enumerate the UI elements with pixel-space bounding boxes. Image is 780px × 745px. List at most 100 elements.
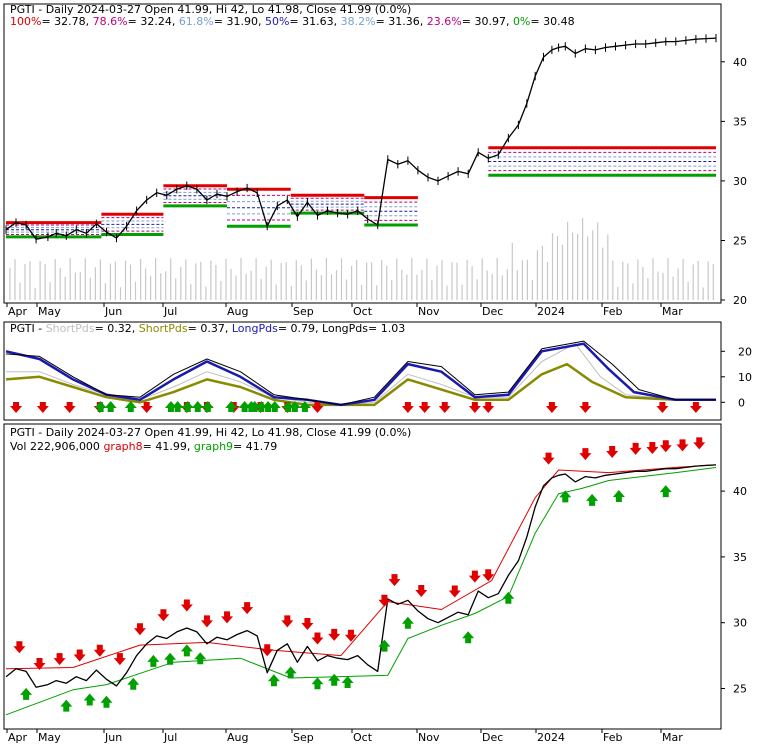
buy-arrow	[20, 687, 33, 700]
x-tick-label-signal: Oct	[353, 731, 373, 744]
volume-bar	[697, 260, 699, 300]
x-tick-label-signal: 2024	[537, 731, 565, 744]
shortpds-1-label: ShortPds	[46, 322, 95, 335]
osc-down-arrow	[545, 402, 558, 413]
longpds-2-label: LongPds	[322, 322, 368, 335]
volume-bar	[64, 276, 66, 300]
volume-bar	[421, 269, 423, 300]
osc-down-arrow	[579, 402, 592, 413]
sell-arrow	[468, 570, 481, 583]
buy-arrow	[60, 699, 73, 712]
volume-bar	[180, 266, 182, 300]
volume-bar	[134, 281, 137, 300]
volume-bar	[506, 269, 508, 300]
volume-bar	[466, 259, 468, 300]
volume-bar	[546, 262, 549, 300]
osc-down-arrow	[468, 402, 481, 413]
volume-bar	[361, 285, 363, 300]
sell-arrow	[113, 653, 126, 666]
volume-bar	[371, 262, 373, 300]
volume-bar	[652, 258, 654, 300]
buy-arrow	[284, 666, 297, 679]
volume-bar	[205, 286, 207, 300]
volume-bar	[501, 275, 503, 300]
osc-up-arrow	[201, 401, 214, 412]
fib-0-label: 0%	[513, 15, 530, 28]
volume-bar	[622, 261, 624, 300]
volume-bar	[556, 236, 559, 300]
signal-arrows	[13, 437, 706, 712]
volume-bar	[129, 264, 132, 300]
y-tick-label-signal: 40	[733, 485, 747, 498]
volume-bar	[401, 270, 403, 300]
volume-bar	[84, 258, 86, 300]
volume-bar	[376, 285, 378, 300]
osc-up-arrow	[268, 401, 281, 412]
price-panel-title: PGTI - Daily 2024-03-27 Open 41.99, Hi 4…	[10, 3, 411, 16]
volume-bar	[436, 265, 438, 300]
sell-arrow	[13, 641, 26, 654]
signal-price-line	[5, 464, 717, 688]
y-tick-label-price: 30	[733, 175, 747, 188]
volume-bar	[446, 285, 448, 300]
volume-bar	[170, 258, 172, 300]
volume-bar	[29, 261, 31, 300]
buy-arrow	[502, 591, 515, 604]
volume-bar	[406, 274, 408, 300]
osc-down-arrow	[482, 402, 495, 413]
fib-618-value: = 31.90,	[214, 15, 262, 28]
sell-arrow	[606, 445, 619, 458]
sell-arrow	[646, 442, 659, 455]
volume-bar	[592, 230, 594, 300]
sell-arrow	[301, 617, 314, 630]
fib-786-label: 78.6%	[93, 15, 128, 28]
osc-down-arrow	[656, 402, 669, 413]
volume-bar	[34, 287, 36, 300]
buy-arrow	[311, 677, 324, 690]
sell-arrow	[261, 644, 274, 657]
buy-arrow	[612, 489, 625, 502]
volume-bar	[310, 258, 312, 300]
volume-bar	[24, 264, 26, 300]
volume-bar	[235, 275, 237, 300]
osc-down-arrow	[689, 402, 702, 413]
x-tick-label-signal: Jul	[163, 731, 177, 744]
sell-arrow	[133, 623, 146, 636]
volume-bar	[667, 258, 669, 300]
osc-down-arrow	[401, 402, 414, 413]
volume-bar	[451, 262, 453, 300]
volume-bar	[476, 279, 478, 300]
volume-bar	[39, 261, 41, 300]
osc-title: PGTI -	[10, 322, 46, 335]
sell-arrow	[311, 632, 324, 645]
volume-bar	[617, 286, 619, 300]
oscillator-series	[5, 340, 716, 413]
x-tick-label-price: Jul	[163, 305, 177, 318]
graph9-value: = 41.79	[233, 440, 277, 453]
volume-bar	[366, 262, 368, 300]
volume-bar	[456, 262, 458, 300]
volume-bar	[461, 284, 463, 300]
buy-arrow	[164, 652, 177, 665]
fib-legend: 100%= 32.78, 78.6%= 32.24, 61.8%= 31.90,…	[10, 15, 575, 28]
volume-bars	[9, 218, 714, 300]
osc-up-arrow	[298, 401, 311, 412]
volume-bar	[69, 258, 71, 300]
volume-bar	[99, 259, 101, 300]
fib-236-value: = 30.97,	[462, 15, 510, 28]
volume-bar	[165, 271, 167, 300]
volume-bar	[702, 287, 704, 300]
x-tick-label-signal: Sep	[293, 731, 314, 744]
volume-bar	[44, 264, 46, 300]
volume-bar	[280, 262, 282, 300]
sell-arrow	[157, 609, 170, 622]
volume-bar	[551, 233, 554, 300]
buy-arrow	[83, 693, 96, 706]
volume-bar	[496, 258, 498, 300]
volume-bar	[14, 259, 16, 300]
volume-bar	[396, 258, 398, 300]
volume-bar	[602, 247, 604, 300]
volume-bar	[265, 266, 267, 300]
volume-bar	[290, 286, 292, 300]
